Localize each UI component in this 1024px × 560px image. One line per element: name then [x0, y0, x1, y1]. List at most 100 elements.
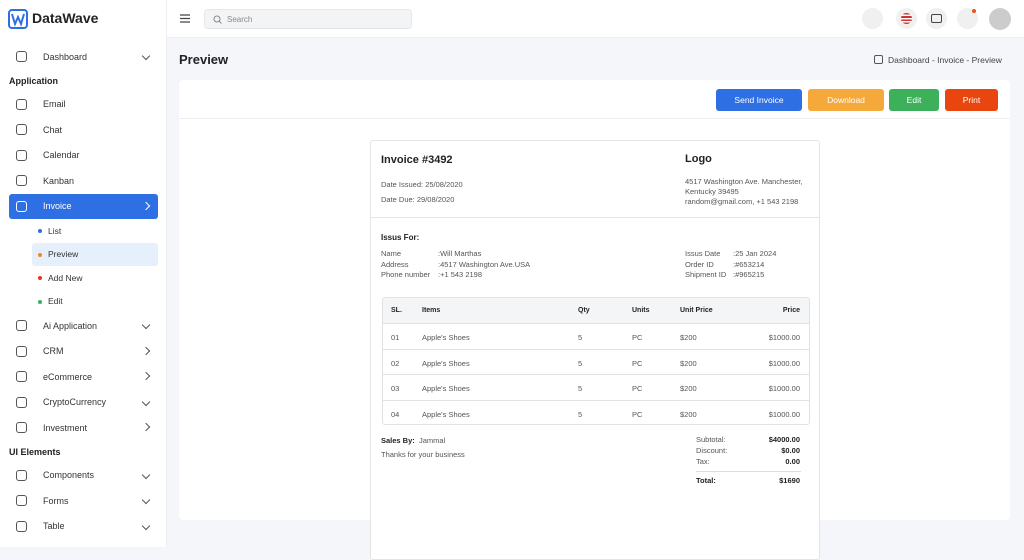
total-label: Tax: — [696, 457, 710, 466]
chevron — [141, 422, 151, 432]
bullet — [38, 299, 42, 304]
column-header: Items — [422, 307, 441, 314]
nav-item[interactable]: Forms — [9, 488, 158, 514]
total-label: Discount: — [696, 446, 728, 455]
invoice: Invoice #3492 Date Issued: 25/08/2020 Da… — [370, 140, 820, 560]
column-header: SL. — [391, 307, 402, 314]
nav-item[interactable]: eCommerce — [9, 364, 158, 390]
nav-subitem[interactable]: Preview — [32, 242, 158, 266]
chevron — [141, 495, 151, 505]
nav-item[interactable]: Chat — [9, 117, 158, 143]
nav-label: Preview — [48, 249, 79, 260]
bullet — [38, 276, 42, 280]
table-cell: $1000.00 — [768, 358, 800, 368]
print-button[interactable]: Print — [945, 89, 998, 111]
nav-item[interactable]: CRM — [9, 339, 158, 365]
date-issued: Date Issued: 25/08/2020 — [381, 180, 463, 189]
chevron — [141, 470, 151, 479]
field-label: Address — [381, 259, 409, 269]
avatar[interactable] — [989, 8, 1011, 30]
field-label: Name — [381, 249, 402, 258]
table-cell: $1000.00 — [768, 409, 800, 419]
notification-dot — [972, 9, 976, 13]
nav-item[interactable]: Components — [9, 463, 158, 489]
theme-toggle[interactable] — [862, 8, 883, 29]
table-row[interactable]: 02 Apple's Shoes 5 PC $200 $1000.00 — [383, 348, 809, 375]
table-cell: Apple's Shoes — [422, 333, 470, 342]
notification-button[interactable] — [957, 8, 978, 29]
search-box[interactable]: Search — [204, 9, 412, 29]
mail-button[interactable] — [926, 8, 947, 29]
nav-subitem[interactable]: Edit — [32, 290, 158, 314]
logo: Logo — [685, 153, 712, 165]
nav-item[interactable]: Invoice — [9, 193, 158, 219]
total-label: Subtotal: — [696, 435, 726, 444]
table-cell: Apple's Shoes — [422, 384, 470, 393]
field-value: :#653214 — [733, 259, 765, 269]
table-cell: 5 — [578, 384, 583, 393]
nav-subitem[interactable]: Add New — [32, 266, 158, 290]
nav-label: Ai Application — [43, 320, 98, 331]
table-row[interactable]: 01 Apple's Shoes 5 PC $200 $1000.00 — [383, 323, 809, 349]
table-row[interactable]: 04 Apple's Shoes 5 PC $200 $1000.00 — [383, 399, 809, 425]
nav-item[interactable]: Dashboard — [9, 44, 158, 70]
language-button[interactable] — [896, 8, 917, 29]
field-value: :4517 Washington Ave.USA — [438, 259, 531, 269]
edit-button[interactable]: Edit — [889, 89, 939, 111]
date-due: Date Due: 29/08/2020 — [381, 195, 455, 204]
nav-label: Chat — [43, 124, 63, 135]
column-header: Price — [782, 307, 800, 314]
nav-item[interactable]: Email — [9, 92, 158, 118]
nav-icon — [16, 149, 27, 161]
sidebar: DataWave Dashboard Application Email Chat Ca… — [0, 0, 167, 547]
total-label: Total: — [696, 476, 716, 485]
nav-subitem[interactable]: List — [32, 219, 158, 243]
field-value: :#965215 — [733, 270, 765, 279]
nav-icon — [16, 345, 27, 357]
invoice-number: Invoice #3492 — [381, 154, 453, 166]
download-button[interactable]: Download — [808, 89, 884, 111]
chevron — [141, 51, 151, 61]
total-value: $0.00 — [781, 446, 800, 455]
nav-label: CryptoCurrency — [43, 397, 107, 408]
divider — [696, 471, 801, 472]
nav-label: Invoice — [43, 201, 72, 212]
table-cell: $200 — [680, 333, 697, 342]
field-value: :+1 543 2198 — [438, 270, 483, 279]
nav-item[interactable]: Calendar — [9, 143, 158, 169]
nav-item[interactable]: Investment — [9, 415, 158, 441]
nav-icon — [16, 422, 27, 433]
nav-label: Edit — [48, 296, 63, 307]
nav-item[interactable]: Ai Application — [9, 313, 158, 339]
nav-label: Add New — [48, 272, 83, 283]
table-cell: $200 — [680, 358, 697, 368]
column-header: Qty — [578, 307, 590, 314]
chevron — [141, 320, 151, 330]
button-label: Download — [827, 95, 865, 105]
column-header: Unit Price — [680, 307, 713, 314]
table-cell: PC — [632, 409, 643, 419]
table-cell: 04 — [391, 409, 400, 419]
breadcrumb[interactable]: Dashboard - Invoice - Preview — [888, 55, 1002, 65]
table-header — [383, 298, 809, 323]
menu-icon[interactable] — [180, 14, 190, 23]
total-value: 0.00 — [785, 457, 800, 466]
table-row[interactable]: 03 Apple's Shoes 5 PC $200 $1000.00 — [383, 374, 809, 400]
button-label: Print — [962, 95, 981, 105]
nav-label: Table — [43, 521, 65, 532]
nav-item[interactable]: Kanban — [9, 168, 158, 194]
mail-icon — [931, 14, 942, 23]
nav-item[interactable]: CryptoCurrency — [9, 390, 158, 416]
table-cell: 5 — [578, 358, 583, 368]
nav: Dashboard Application Email Chat Calendar Kan… — [0, 44, 166, 540]
send-invoice-button[interactable]: Send Invoice — [716, 89, 802, 111]
column-header: Units — [632, 307, 650, 314]
divider — [179, 118, 1010, 119]
button-label: Send Invoice — [734, 95, 784, 105]
nav-item[interactable]: Table — [9, 514, 158, 540]
nav-icon — [16, 495, 27, 506]
thanks: Thanks for your business — [381, 450, 465, 459]
address-line: random@gmail.com, +1 543 2198 — [685, 197, 799, 206]
